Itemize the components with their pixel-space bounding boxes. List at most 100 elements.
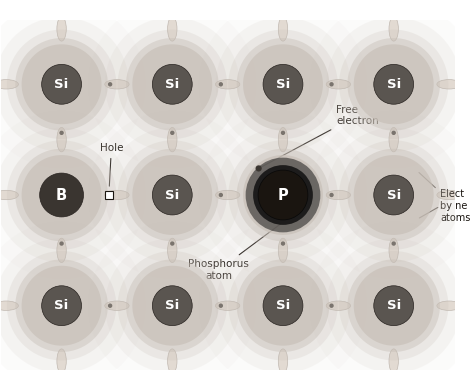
Circle shape <box>237 38 329 131</box>
Ellipse shape <box>437 80 461 89</box>
Ellipse shape <box>105 301 129 310</box>
Circle shape <box>237 149 329 241</box>
Circle shape <box>310 0 474 168</box>
Ellipse shape <box>168 349 177 373</box>
Ellipse shape <box>0 301 18 310</box>
Text: B: B <box>56 188 67 202</box>
Text: Si: Si <box>165 299 180 312</box>
Circle shape <box>105 238 239 373</box>
Ellipse shape <box>57 349 66 373</box>
Text: Hole: Hole <box>100 143 123 186</box>
Text: Si: Si <box>276 299 290 312</box>
Ellipse shape <box>389 128 398 152</box>
Circle shape <box>0 0 146 168</box>
Ellipse shape <box>57 238 66 262</box>
Circle shape <box>392 241 396 246</box>
Circle shape <box>219 193 223 197</box>
Circle shape <box>132 266 212 346</box>
Circle shape <box>327 128 461 262</box>
Circle shape <box>339 140 448 250</box>
Circle shape <box>170 241 174 246</box>
Ellipse shape <box>278 17 288 41</box>
Circle shape <box>339 251 448 360</box>
Circle shape <box>243 266 323 346</box>
Circle shape <box>88 222 256 390</box>
Circle shape <box>7 251 116 360</box>
Ellipse shape <box>216 80 240 89</box>
Circle shape <box>246 158 320 232</box>
Circle shape <box>59 241 64 246</box>
Circle shape <box>327 238 461 373</box>
Circle shape <box>258 170 308 220</box>
Circle shape <box>0 238 129 373</box>
Circle shape <box>105 17 239 152</box>
Text: Si: Si <box>165 78 180 91</box>
Ellipse shape <box>437 190 461 200</box>
Circle shape <box>310 111 474 279</box>
Circle shape <box>263 286 303 326</box>
Circle shape <box>374 175 414 215</box>
Ellipse shape <box>216 301 240 310</box>
Circle shape <box>199 0 367 168</box>
Ellipse shape <box>326 301 350 310</box>
Text: Si: Si <box>276 78 290 91</box>
Circle shape <box>374 64 414 104</box>
Ellipse shape <box>437 301 461 310</box>
Circle shape <box>329 193 334 197</box>
Text: Elect
by ne
atoms: Elect by ne atoms <box>419 172 471 223</box>
Text: Si: Si <box>55 299 69 312</box>
Circle shape <box>132 155 212 235</box>
Circle shape <box>339 30 448 139</box>
Circle shape <box>0 17 129 152</box>
Circle shape <box>255 165 262 172</box>
Circle shape <box>281 131 285 135</box>
Circle shape <box>216 17 350 152</box>
Circle shape <box>347 259 440 352</box>
Circle shape <box>105 128 239 262</box>
Ellipse shape <box>0 80 18 89</box>
Ellipse shape <box>168 128 177 152</box>
Circle shape <box>0 128 129 262</box>
Circle shape <box>219 82 223 87</box>
Circle shape <box>126 259 219 352</box>
Ellipse shape <box>326 190 350 200</box>
Circle shape <box>347 38 440 131</box>
Text: Si: Si <box>387 78 401 91</box>
Circle shape <box>354 155 434 235</box>
Text: Free
electron: Free electron <box>261 105 379 167</box>
Circle shape <box>199 111 367 279</box>
Circle shape <box>0 222 146 390</box>
Circle shape <box>329 82 334 87</box>
Circle shape <box>15 149 108 241</box>
Ellipse shape <box>278 128 288 152</box>
Circle shape <box>118 251 227 360</box>
FancyBboxPatch shape <box>105 191 113 199</box>
Circle shape <box>243 155 323 235</box>
Circle shape <box>118 30 227 139</box>
Ellipse shape <box>57 128 66 152</box>
Circle shape <box>392 131 396 135</box>
Circle shape <box>15 259 108 352</box>
Circle shape <box>108 82 112 87</box>
Ellipse shape <box>105 80 129 89</box>
Circle shape <box>243 44 323 124</box>
Ellipse shape <box>278 349 288 373</box>
Circle shape <box>228 251 337 360</box>
Circle shape <box>216 238 350 373</box>
Ellipse shape <box>168 238 177 262</box>
Ellipse shape <box>389 349 398 373</box>
Text: Si: Si <box>165 188 180 202</box>
Circle shape <box>219 303 223 308</box>
Circle shape <box>354 266 434 346</box>
Circle shape <box>118 140 227 250</box>
Circle shape <box>327 17 461 152</box>
Circle shape <box>354 44 434 124</box>
Circle shape <box>281 241 285 246</box>
Circle shape <box>22 44 101 124</box>
Circle shape <box>132 44 212 124</box>
Ellipse shape <box>326 80 350 89</box>
Circle shape <box>126 38 219 131</box>
Circle shape <box>88 111 256 279</box>
Ellipse shape <box>0 190 18 200</box>
Ellipse shape <box>216 190 240 200</box>
